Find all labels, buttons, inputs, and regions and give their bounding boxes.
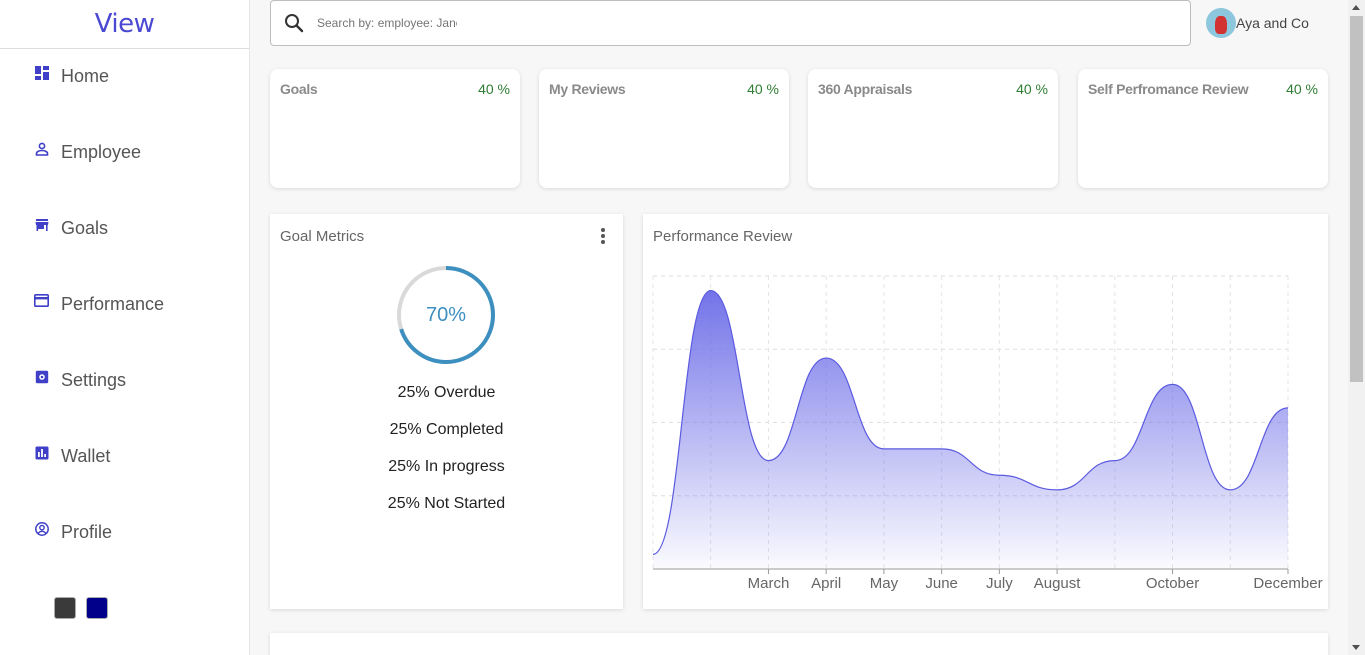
person-icon xyxy=(34,141,49,156)
stat-card-value: 40 % xyxy=(1286,81,1318,97)
app-logo[interactable]: View xyxy=(0,0,249,49)
page-scrollbar[interactable] xyxy=(1348,0,1365,655)
stat-card-my-reviews[interactable]: My Reviews 40 % xyxy=(539,69,789,188)
goal-progress-label: 70% xyxy=(425,303,467,326)
stat-card-goals[interactable]: Goals 40 % xyxy=(270,69,520,188)
sidebar-item-label: Home xyxy=(61,66,110,86)
performance-review-title: Performance Review xyxy=(653,228,793,245)
series-area xyxy=(653,290,1288,569)
x-tick-label: August xyxy=(1034,575,1082,592)
x-tick-label: May xyxy=(870,575,899,592)
sidebar-item-label: Performance xyxy=(61,294,165,314)
stat-card-value: 40 % xyxy=(1016,81,1048,97)
stat-card-title: My Reviews xyxy=(549,81,626,97)
scroll-down-icon[interactable] xyxy=(1352,645,1360,650)
sidebar-item-home[interactable]: Home xyxy=(34,65,110,87)
stat-card-title: 360 Appraisals xyxy=(818,81,913,97)
sidebar-item-employee[interactable]: Employee xyxy=(34,142,141,163)
goal-legend-in-progress: 25% In progress xyxy=(388,458,505,475)
scroll-up-icon[interactable] xyxy=(1352,5,1360,10)
sidebar-item-label: Goals xyxy=(61,218,109,238)
user-name: Aya and Co xyxy=(1236,15,1309,31)
sidebar-item-label: Wallet xyxy=(61,446,111,466)
theme-swatch-dark[interactable] xyxy=(54,597,76,619)
sidebar-item-profile[interactable]: Profile xyxy=(34,521,113,543)
x-tick-label: December xyxy=(1253,575,1322,592)
app-logo-text: View xyxy=(94,9,155,39)
theme-swatches xyxy=(54,597,108,619)
credit-card-icon xyxy=(34,293,49,308)
stat-card-value: 40 % xyxy=(478,81,510,97)
x-tick-label: April xyxy=(811,575,841,592)
sidebar: View Home Employee Goals Performance Set… xyxy=(0,0,250,655)
sidebar-item-label: Employee xyxy=(61,142,142,162)
stat-card-self-performance-review[interactable]: Self Perfromance Review 40 % xyxy=(1078,69,1328,188)
theme-swatch-blue[interactable] xyxy=(86,597,108,619)
bottom-panel xyxy=(270,633,1328,655)
more-vert-icon[interactable] xyxy=(597,228,609,244)
x-tick-label: March xyxy=(748,575,790,592)
sidebar-item-label: Settings xyxy=(61,370,127,390)
account-circle-icon xyxy=(34,521,49,536)
search-bar xyxy=(270,0,1191,46)
stat-card-value: 40 % xyxy=(747,81,779,97)
sidebar-item-label: Profile xyxy=(61,522,113,542)
scrollbar-thumb[interactable] xyxy=(1350,16,1363,382)
goal-legend-not-started: 25% Not Started xyxy=(387,495,506,512)
goal-legend-overdue: 25% Overdue xyxy=(397,384,496,401)
sidebar-item-performance[interactable]: Performance xyxy=(34,294,164,315)
sidebar-item-goals[interactable]: Goals xyxy=(34,218,108,239)
x-tick-label: October xyxy=(1146,575,1199,592)
goal-metrics-title: Goal Metrics xyxy=(280,228,365,245)
dashboard-icon xyxy=(34,65,49,80)
goal-legend-completed: 25% Completed xyxy=(389,421,504,438)
x-tick-label: July xyxy=(986,575,1013,592)
search-icon[interactable] xyxy=(283,12,305,34)
sidebar-item-settings[interactable]: Settings xyxy=(34,370,126,391)
sidebar-item-wallet[interactable]: Wallet xyxy=(34,446,110,467)
search-input[interactable] xyxy=(317,16,457,30)
user-menu[interactable]: Aya and Co xyxy=(1206,8,1309,38)
goal-metrics-panel: Goal Metrics 70% 25% Overdue 25% Complet… xyxy=(270,214,623,609)
stat-card-title: Self Perfromance Review xyxy=(1088,81,1249,97)
goal-progress-ring xyxy=(397,266,495,364)
store-icon xyxy=(34,217,49,232)
performance-chart: March April May June July August October Decemb… xyxy=(652,275,1323,592)
stat-card-title: Goals xyxy=(280,81,318,97)
series-line xyxy=(652,290,1289,555)
avatar[interactable] xyxy=(1206,8,1236,38)
bar-chart-icon xyxy=(34,445,49,460)
performance-review-panel: Performance Review March April May June July… xyxy=(643,214,1328,609)
settings-icon xyxy=(34,369,49,384)
stat-card-360-appraisals[interactable]: 360 Appraisals 40 % xyxy=(808,69,1058,188)
x-tick-label: June xyxy=(925,575,958,592)
